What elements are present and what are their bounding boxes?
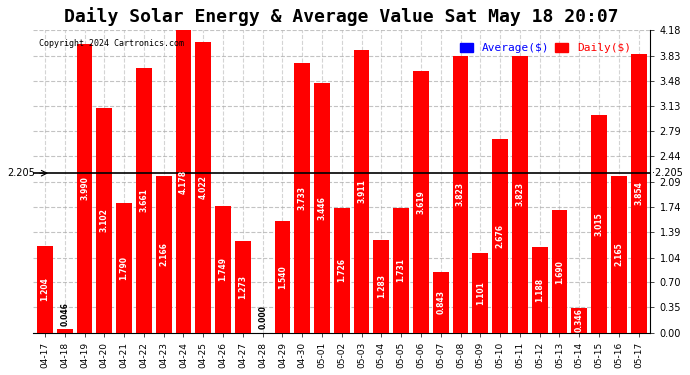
Text: 4.022: 4.022 (199, 175, 208, 199)
Text: 2.676: 2.676 (495, 224, 504, 248)
Title: Daily Solar Energy & Average Value Sat May 18 20:07: Daily Solar Energy & Average Value Sat M… (64, 7, 619, 26)
Bar (235, 241, 250, 333)
Bar (275, 221, 290, 333)
Text: 1.188: 1.188 (535, 278, 544, 302)
Text: 3.446: 3.446 (317, 196, 326, 220)
Bar (551, 210, 567, 333)
Bar (532, 247, 548, 333)
Bar (314, 83, 330, 333)
Text: 1.273: 1.273 (238, 275, 247, 299)
Text: 1.283: 1.283 (377, 274, 386, 298)
Bar (77, 44, 92, 333)
Text: 4.178: 4.178 (179, 170, 188, 194)
Text: 1.540: 1.540 (278, 265, 287, 289)
Text: 0.843: 0.843 (436, 290, 445, 314)
Text: 1.690: 1.690 (555, 260, 564, 284)
Text: 3.733: 3.733 (297, 186, 307, 210)
Text: 2.165: 2.165 (614, 243, 623, 266)
Text: 2.166: 2.166 (159, 243, 168, 266)
Text: 2.205: 2.205 (7, 168, 35, 178)
Bar (373, 240, 389, 333)
Bar (175, 30, 191, 333)
Text: 1.749: 1.749 (219, 258, 228, 282)
Bar (393, 207, 409, 333)
Text: 1.731: 1.731 (397, 258, 406, 282)
Bar (116, 203, 132, 333)
Bar (195, 42, 211, 333)
Text: 3.015: 3.015 (595, 212, 604, 236)
Bar (156, 176, 172, 333)
Bar (413, 71, 429, 333)
Text: 3.619: 3.619 (417, 190, 426, 214)
Text: 0.000: 0.000 (258, 305, 267, 329)
Text: 1.790: 1.790 (119, 256, 128, 280)
Bar (433, 272, 448, 333)
Bar (97, 108, 112, 333)
Text: 3.911: 3.911 (357, 179, 366, 203)
Text: 0.046: 0.046 (60, 302, 69, 326)
Legend: Average($), Daily($): Average($), Daily($) (455, 39, 635, 58)
Bar (136, 68, 152, 333)
Text: 3.854: 3.854 (634, 182, 643, 205)
Text: 3.102: 3.102 (100, 209, 109, 232)
Text: 3.823: 3.823 (515, 183, 524, 207)
Bar (215, 206, 231, 333)
Bar (354, 50, 369, 333)
Text: ·2.205: ·2.205 (653, 168, 683, 178)
Text: 3.823: 3.823 (456, 183, 465, 207)
Text: 1.101: 1.101 (476, 281, 485, 305)
Text: 1.726: 1.726 (337, 258, 346, 282)
Text: Copyright 2024 Cartronics.com: Copyright 2024 Cartronics.com (39, 39, 184, 48)
Bar (611, 176, 627, 333)
Bar (37, 246, 53, 333)
Bar (571, 308, 587, 333)
Bar (334, 208, 350, 333)
Bar (57, 330, 72, 333)
Bar (591, 115, 607, 333)
Text: 3.661: 3.661 (139, 188, 148, 212)
Text: 0.346: 0.346 (575, 308, 584, 332)
Bar (453, 56, 469, 333)
Bar (631, 54, 647, 333)
Bar (512, 56, 528, 333)
Bar (473, 253, 489, 333)
Text: 1.204: 1.204 (41, 277, 50, 301)
Bar (492, 139, 508, 333)
Text: 3.990: 3.990 (80, 177, 89, 200)
Bar (295, 63, 310, 333)
